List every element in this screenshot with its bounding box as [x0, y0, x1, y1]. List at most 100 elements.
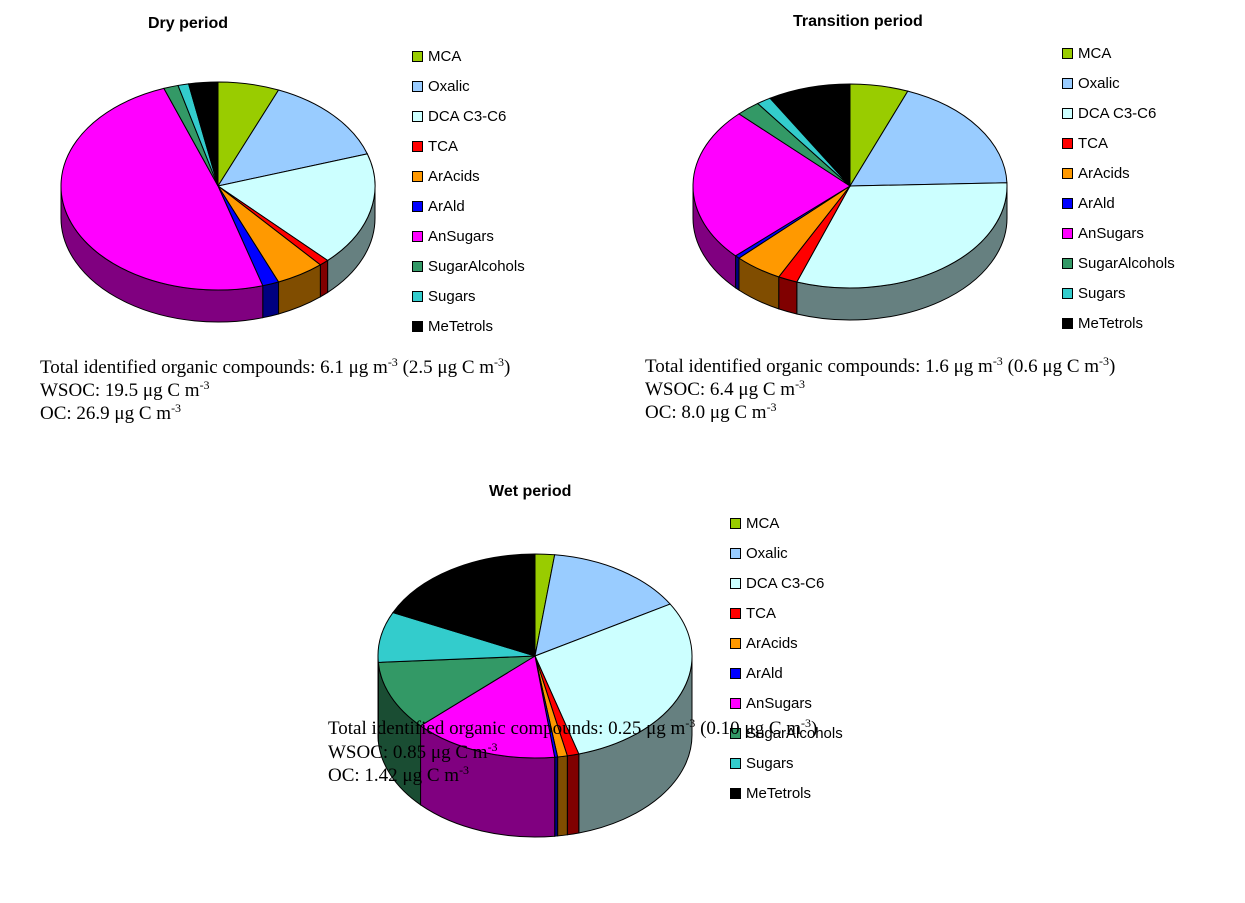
caption-exponent: -3	[494, 355, 505, 369]
legend: MCA Oxalic DCA C3-C6 TCA ArAcids ArAld AnSugar…	[412, 41, 525, 341]
legend-item: SugarAlcohols	[730, 718, 843, 748]
pie-slice-ansugars	[419, 655, 556, 759]
pie-chart	[692, 83, 1008, 321]
pie-slice-metetrols	[769, 83, 851, 188]
legend-label: Oxalic	[428, 77, 470, 95]
pie-slice-dca-c3-c6	[216, 153, 376, 262]
legend-label: ArAcids	[428, 167, 480, 185]
caption-text: Total identified organic compounds: 0.25…	[328, 718, 686, 739]
legend-item: Sugars	[730, 748, 843, 778]
caption-wsoc: WSOC: 19.5 μg C m-3	[40, 378, 210, 401]
caption-exponent: -3	[992, 354, 1003, 368]
caption-text: WSOC: 19.5 μg C m	[40, 380, 200, 401]
legend-swatch	[730, 757, 741, 769]
pie-slice-ansugars	[60, 87, 264, 291]
caption-oc: OC: 26.9 μg C m-3	[40, 402, 181, 424]
legend-swatch	[730, 607, 741, 619]
legend-swatch	[1062, 287, 1073, 299]
legend-item: ArAcids	[1062, 158, 1175, 188]
pie-slice-metetrols	[392, 553, 536, 657]
legend-item: AnSugars	[1062, 218, 1175, 248]
chart-title: Wet period	[489, 483, 572, 500]
legend-item: ArAld	[412, 191, 525, 221]
legend-swatch	[1062, 137, 1073, 149]
legend-swatch	[412, 170, 423, 182]
legend-swatch	[730, 577, 741, 589]
legend-item: MCA	[730, 508, 843, 538]
legend-item: DCA C3-C6	[730, 568, 843, 598]
legend-item: MCA	[1062, 38, 1175, 68]
legend-label: MCA	[1078, 44, 1112, 62]
legend-item: SugarAlcohols	[412, 251, 525, 281]
legend-item: Sugars	[412, 281, 525, 311]
legend-item: MeTetrols	[412, 311, 525, 341]
legend-item: Oxalic	[1062, 68, 1175, 98]
legend-item: MCA	[412, 41, 525, 71]
legend-swatch	[412, 320, 423, 332]
legend-swatch	[1062, 227, 1073, 239]
legend-label: ArAld	[1078, 194, 1115, 212]
caption-text: )	[811, 718, 818, 739]
legend: MCA Oxalic DCA C3-C6 TCA ArAcids ArAld AnSugar…	[1062, 38, 1175, 338]
pie-slice-sugaralcohols	[377, 655, 537, 727]
caption-text: (2.5 μg C m	[397, 357, 495, 378]
pie-slice-oxalic	[534, 554, 671, 657]
legend-swatch	[730, 697, 741, 709]
caption-text: WSOC: 6.4 μg C m	[645, 379, 796, 400]
legend-swatch	[730, 667, 741, 679]
legend-swatch	[412, 80, 423, 92]
legend-label: ArAcids	[746, 634, 798, 652]
legend-label: ArAld	[428, 197, 465, 215]
chart-title: Dry period	[148, 15, 229, 32]
caption-text: )	[1109, 356, 1116, 377]
legend-item: SugarAlcohols	[1062, 248, 1175, 278]
caption-oc: OC: 1.42 μg C m-3	[328, 764, 469, 786]
legend-label: TCA	[428, 137, 458, 155]
legend-label: MCA	[746, 514, 780, 532]
chart-title: Transition period	[793, 13, 923, 30]
legend-swatch	[730, 787, 741, 799]
legend-swatch	[1062, 257, 1073, 269]
legend-label: Sugars	[746, 754, 794, 772]
legend-item: TCA	[730, 598, 843, 628]
legend-item: TCA	[412, 131, 525, 161]
caption-exponent: -3	[685, 716, 696, 730]
legend-swatch	[412, 140, 423, 152]
legend-label: Oxalic	[1078, 74, 1120, 92]
pie-slice-dca-c3-c6	[534, 603, 693, 755]
legend-item: AnSugars	[730, 688, 843, 718]
legend-swatch	[1062, 107, 1073, 119]
caption-text: WSOC: 0.85 μg C m	[328, 742, 488, 763]
caption-exponent: -3	[766, 400, 777, 414]
legend-label: TCA	[1078, 134, 1108, 152]
caption-exponent: -3	[1099, 354, 1110, 368]
caption-text: (0.6 μg C m	[1002, 356, 1100, 377]
legend-item: ArAld	[1062, 188, 1175, 218]
legend-label: MeTetrols	[1078, 314, 1144, 332]
legend-swatch	[730, 547, 741, 559]
legend-label: ArAcids	[1078, 164, 1130, 182]
legend-swatch	[1062, 47, 1073, 59]
legend-item: ArAcids	[412, 161, 525, 191]
legend-item: DCA C3-C6	[1062, 98, 1175, 128]
caption-text: Total identified organic compounds: 6.1 …	[40, 357, 388, 378]
legend-swatch	[412, 260, 423, 272]
legend-label: Sugars	[1078, 284, 1126, 302]
legend: MCA Oxalic DCA C3-C6 TCA ArAcids ArAld AnSugar…	[730, 508, 843, 808]
caption-exponent: -3	[199, 378, 210, 392]
legend-item: ArAcids	[730, 628, 843, 658]
caption-text: OC: 8.0 μg C m	[645, 402, 767, 423]
pie-slice-metetrols	[187, 81, 219, 187]
legend-label: AnSugars	[428, 227, 494, 245]
legend-item: DCA C3-C6	[412, 101, 525, 131]
legend-item: TCA	[1062, 128, 1175, 158]
caption-exponent: -3	[795, 377, 806, 391]
caption-oc: OC: 8.0 μg C m-3	[645, 400, 777, 423]
legend-item: ArAld	[730, 658, 843, 688]
legend-label: MeTetrols	[746, 784, 812, 802]
caption-total: Total identified organic compounds: 0.25…	[328, 716, 818, 739]
legend-swatch	[1062, 197, 1073, 209]
caption-total: Total identified organic compounds: 6.1 …	[40, 355, 510, 378]
legend-label: SugarAlcohols	[746, 724, 843, 742]
